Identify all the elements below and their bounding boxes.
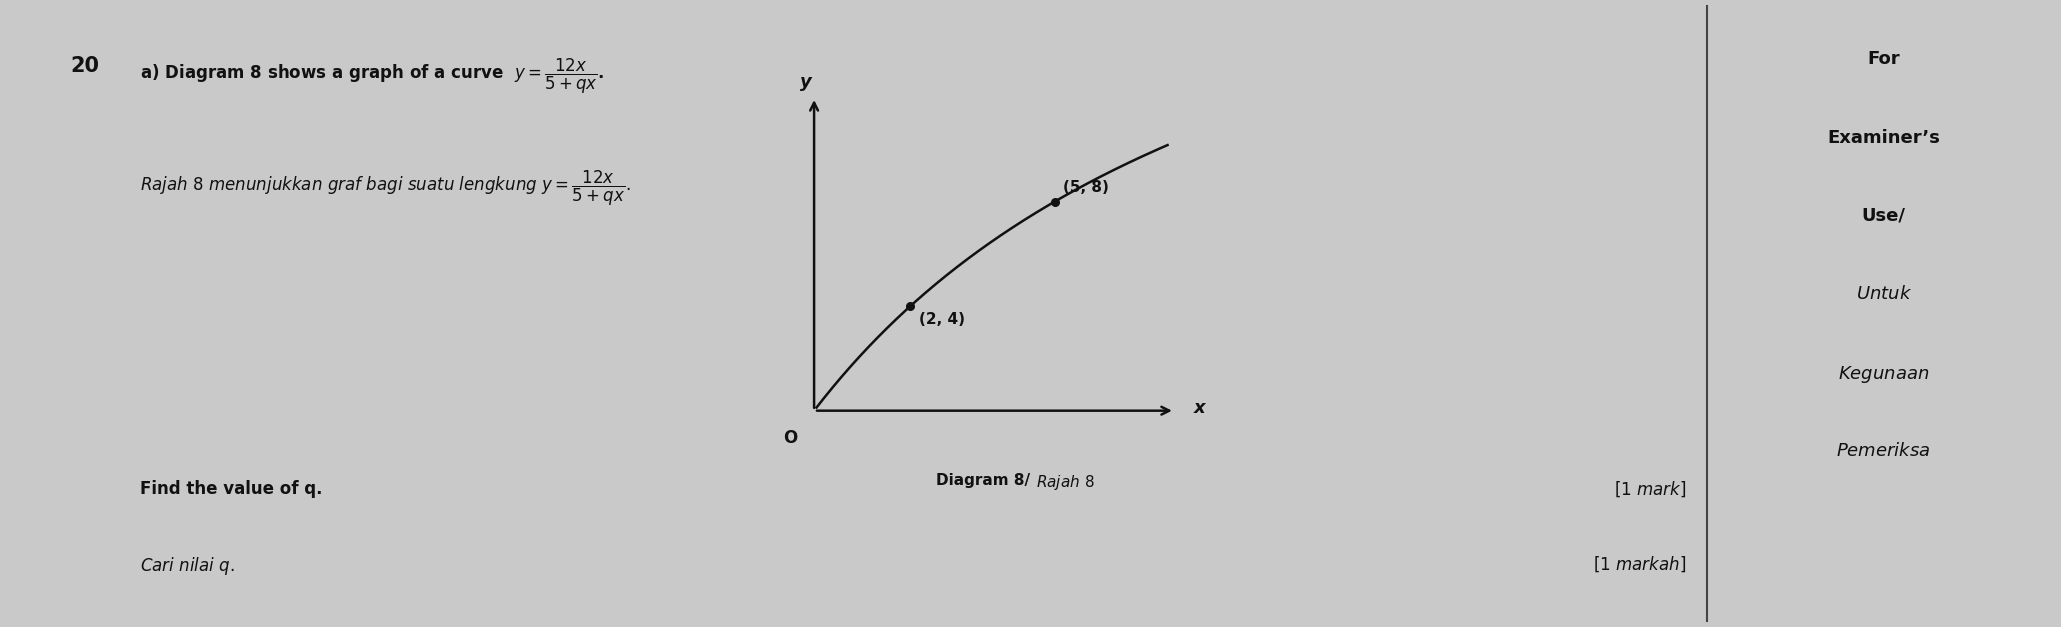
Text: $\mathit{Pemeriksa}$: $\mathit{Pemeriksa}$ bbox=[1836, 442, 1931, 460]
Text: $\mathit{[1\ markah]}$: $\mathit{[1\ markah]}$ bbox=[1593, 555, 1686, 574]
Text: $\mathit{Untuk}$: $\mathit{Untuk}$ bbox=[1855, 285, 1913, 303]
Text: $\mathit{Cari\ nilai\ q.}$: $\mathit{Cari\ nilai\ q.}$ bbox=[140, 555, 235, 577]
Text: 20: 20 bbox=[70, 56, 99, 76]
Text: Find the value of q.: Find the value of q. bbox=[140, 480, 324, 498]
Text: Use/: Use/ bbox=[1861, 207, 1906, 225]
Text: a) Diagram 8 shows a graph of a curve  $y=\dfrac{12x}{5+qx}$.: a) Diagram 8 shows a graph of a curve $y… bbox=[140, 56, 604, 96]
Text: (2, 4): (2, 4) bbox=[919, 312, 965, 327]
Text: For: For bbox=[1867, 50, 1900, 68]
Text: (5, 8): (5, 8) bbox=[1063, 181, 1109, 196]
Text: Examiner’s: Examiner’s bbox=[1828, 129, 1939, 147]
Text: O: O bbox=[783, 429, 798, 448]
Text: y: y bbox=[800, 73, 812, 90]
Text: Diagram 8/: Diagram 8/ bbox=[936, 473, 1037, 488]
Text: $\mathit{Rajah\ 8}$: $\mathit{Rajah\ 8}$ bbox=[1037, 473, 1094, 492]
Text: x: x bbox=[1193, 399, 1206, 416]
Text: $\mathit{[1\ mark]}$: $\mathit{[1\ mark]}$ bbox=[1614, 480, 1686, 499]
Text: $\mathit{Kegunaan}$: $\mathit{Kegunaan}$ bbox=[1838, 364, 1929, 384]
Text: $\mathit{Rajah\ 8\ menunjukkan\ graf\ bagi\ suatu\ lengkung\ }$$y=\dfrac{12x}{5+: $\mathit{Rajah\ 8\ menunjukkan\ graf\ ba… bbox=[140, 169, 631, 209]
